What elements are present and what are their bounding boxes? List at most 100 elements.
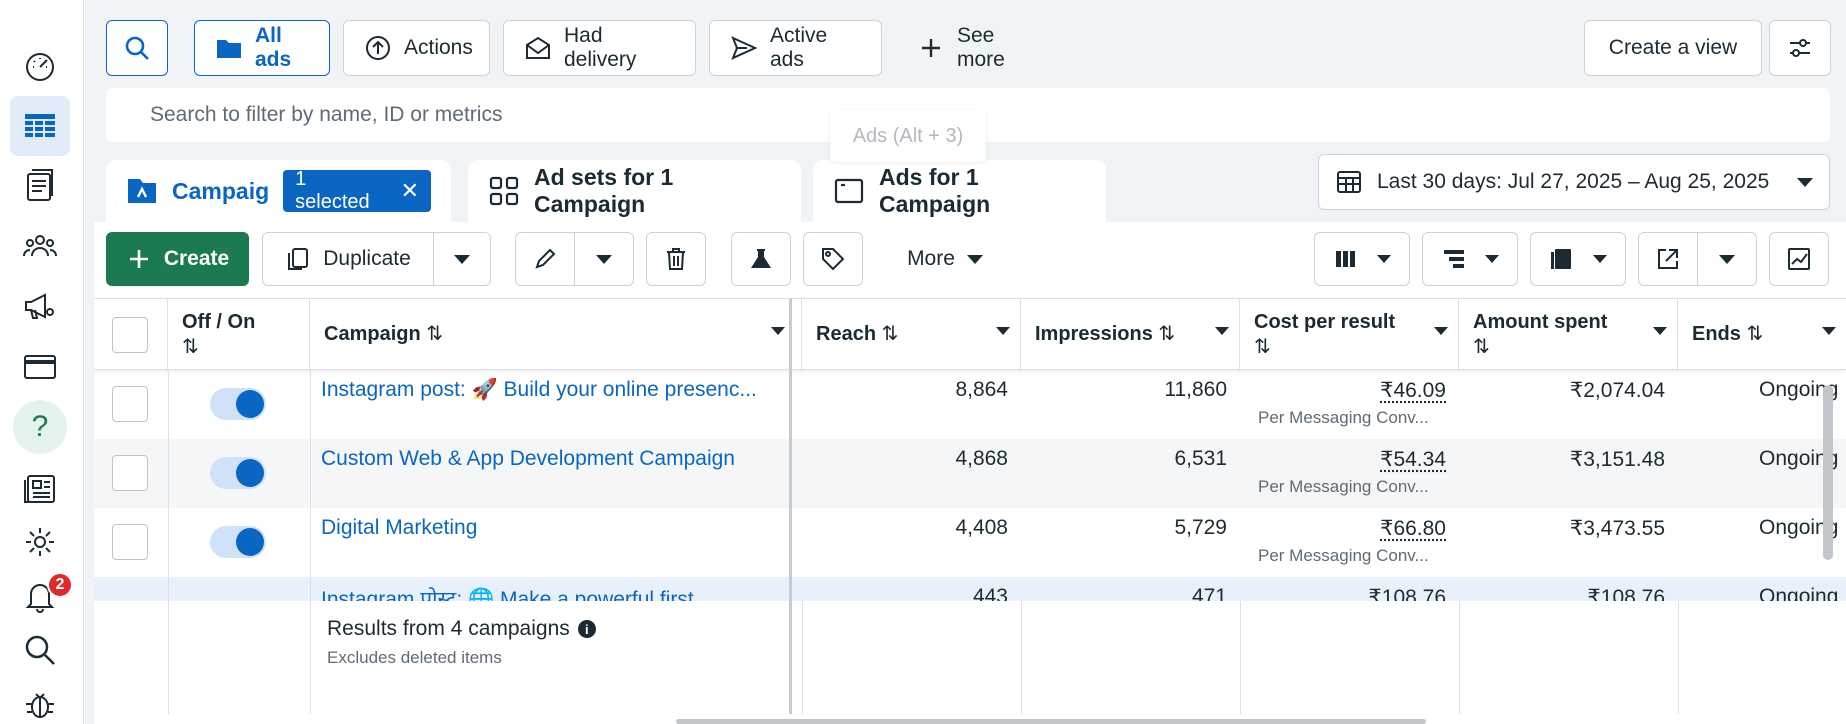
table-row[interactable]: Digital Marketing 4,408 5,729 ₹66.80 Per… (94, 508, 1846, 577)
had-delivery-filter[interactable]: Had delivery (503, 20, 696, 76)
charts-button[interactable] (1769, 232, 1829, 286)
export-button[interactable] (1638, 232, 1698, 286)
campaign-name-link[interactable]: Instagram post: 🚀 Build your online pres… (321, 378, 757, 401)
campaign-toggle[interactable] (210, 457, 266, 489)
sort-icon[interactable]: ⇅ (426, 323, 444, 345)
ads-manager-table-icon[interactable] (10, 96, 70, 156)
column-dropdown-icon[interactable] (1822, 327, 1836, 335)
tag-button[interactable] (803, 232, 863, 286)
reach-value: 4,408 (955, 516, 1008, 539)
reports-button[interactable] (1530, 232, 1626, 286)
cost-per-result-type: Per Messaging Conv... (1258, 546, 1429, 565)
campaign-name-link[interactable]: Digital Marketing (321, 516, 478, 539)
horizontal-scrollbar[interactable] (676, 719, 1426, 724)
campaign-name-link[interactable]: Instagram पोस्ट: 🌐 Make a powerful first… (321, 588, 712, 601)
header-campaign[interactable]: Campaign ⇅ (310, 299, 802, 371)
select-all-checkbox[interactable] (112, 317, 148, 353)
ab-test-button[interactable] (731, 232, 791, 286)
search-nav-icon[interactable] (10, 620, 70, 680)
row-checkbox[interactable] (112, 524, 148, 560)
sort-icon[interactable]: ⇅ (1158, 323, 1176, 345)
create-view-label: Create a view (1608, 36, 1738, 59)
duplicate-dropdown[interactable] (433, 232, 491, 286)
bug-report-icon[interactable] (10, 674, 70, 724)
info-icon[interactable]: i (577, 620, 596, 638)
tab-ads[interactable]: Ads for 1 Campaign (813, 160, 1106, 222)
column-dropdown-icon[interactable] (996, 327, 1010, 335)
column-dropdown-icon[interactable] (771, 327, 785, 335)
cost-per-result-value[interactable]: ₹108.76 (1368, 586, 1446, 601)
settings-gear-icon[interactable] (10, 512, 70, 572)
delete-button[interactable] (646, 232, 706, 286)
all-ads-filter[interactable]: All ads (194, 20, 330, 76)
campaign-settings-icon[interactable] (10, 276, 70, 336)
header-select-cell (94, 299, 168, 371)
sort-icon[interactable]: ⇅ (1254, 336, 1271, 358)
sort-icon[interactable]: ⇅ (1746, 323, 1764, 345)
all-ads-label: All ads (255, 24, 292, 71)
campaign-name-link[interactable]: Custom Web & App Development Campaign (321, 447, 735, 470)
search-button[interactable] (106, 20, 168, 76)
header-reach[interactable]: Reach ⇅ (802, 299, 1021, 371)
table-row[interactable]: Instagram पोस्ट: 🌐 Make a powerful first… (94, 577, 1846, 601)
search-placeholder: Search to filter by name, ID or metrics (150, 103, 503, 126)
pages-icon[interactable] (10, 458, 70, 518)
cost-per-result-value[interactable]: ₹46.09 (1380, 379, 1446, 402)
column-divider (310, 370, 311, 714)
send-icon (731, 36, 758, 60)
breakdown-button[interactable] (1422, 232, 1518, 286)
calendar-grid-icon (1337, 171, 1361, 193)
export-icon (1658, 249, 1678, 269)
filter-settings-button[interactable] (1769, 20, 1831, 76)
active-ads-filter[interactable]: Active ads (709, 20, 882, 76)
column-divider (1240, 601, 1241, 714)
header-cost-per-result[interactable]: Cost per result ⇅ (1240, 299, 1459, 371)
sort-icon[interactable]: ⇅ (881, 323, 899, 345)
campaign-toggle[interactable] (210, 526, 266, 558)
see-more-filters[interactable]: See more (896, 20, 1066, 76)
tab-ad-sets[interactable]: Ad sets for 1 Campaign (468, 160, 801, 222)
cost-per-result-type: Per Messaging Conv... (1258, 477, 1429, 496)
help-icon[interactable]: ? (13, 400, 67, 454)
frozen-column-divider[interactable] (789, 298, 792, 714)
reports-icon[interactable] (10, 156, 70, 216)
edit-button[interactable] (515, 232, 575, 286)
sort-icon[interactable]: ⇅ (1473, 336, 1490, 358)
columns-button[interactable] (1314, 232, 1410, 286)
actions-filter[interactable]: Actions (343, 20, 490, 76)
cost-per-result-value[interactable]: ₹54.34 (1380, 448, 1446, 471)
header-ends-label: Ends (1692, 323, 1741, 345)
audiences-icon[interactable] (10, 216, 70, 276)
column-dropdown-icon[interactable] (1653, 327, 1667, 335)
export-dropdown[interactable] (1697, 232, 1757, 286)
plus-icon (129, 250, 148, 268)
reach-value: 8,864 (955, 378, 1008, 401)
header-impressions[interactable]: Impressions ⇅ (1021, 299, 1240, 371)
row-checkbox[interactable] (112, 386, 148, 422)
results-summary-label: Results from 4 campaigns (327, 617, 570, 640)
tab-campaigns[interactable]: Campaig 1 selected ✕ (106, 160, 451, 222)
date-range-picker[interactable]: Last 30 days: Jul 27, 2025 – Aug 25, 202… (1318, 154, 1830, 210)
create-button[interactable]: Create (106, 232, 249, 286)
header-amount-spent[interactable]: Amount spent ⇅ (1459, 299, 1678, 371)
clear-selection-icon[interactable]: ✕ (400, 178, 419, 203)
header-ends[interactable]: Ends ⇅ (1678, 299, 1846, 371)
campaign-toggle[interactable] (210, 388, 266, 420)
row-checkbox[interactable] (112, 455, 148, 491)
header-off-on[interactable]: Off / On ⇅ (168, 299, 310, 371)
duplicate-button[interactable]: Duplicate (262, 232, 434, 286)
sort-icon[interactable]: ⇅ (182, 336, 199, 358)
table-row[interactable]: Instagram post: 🚀 Build your online pres… (94, 370, 1846, 439)
table-row[interactable]: Custom Web & App Development Campaign 4,… (94, 439, 1846, 508)
cost-per-result-value[interactable]: ₹66.80 (1380, 517, 1446, 540)
notifications-bell-icon[interactable] (10, 566, 70, 626)
billing-card-icon[interactable] (10, 336, 70, 396)
create-view-button[interactable]: Create a view (1584, 20, 1762, 76)
edit-dropdown[interactable] (574, 232, 634, 286)
column-dropdown-icon[interactable] (1434, 327, 1448, 335)
vertical-scrollbar[interactable] (1823, 385, 1833, 560)
more-button[interactable]: More (880, 232, 1010, 286)
column-dropdown-icon[interactable] (1215, 327, 1229, 335)
dashboard-icon[interactable] (10, 36, 70, 96)
column-divider (1021, 601, 1022, 714)
